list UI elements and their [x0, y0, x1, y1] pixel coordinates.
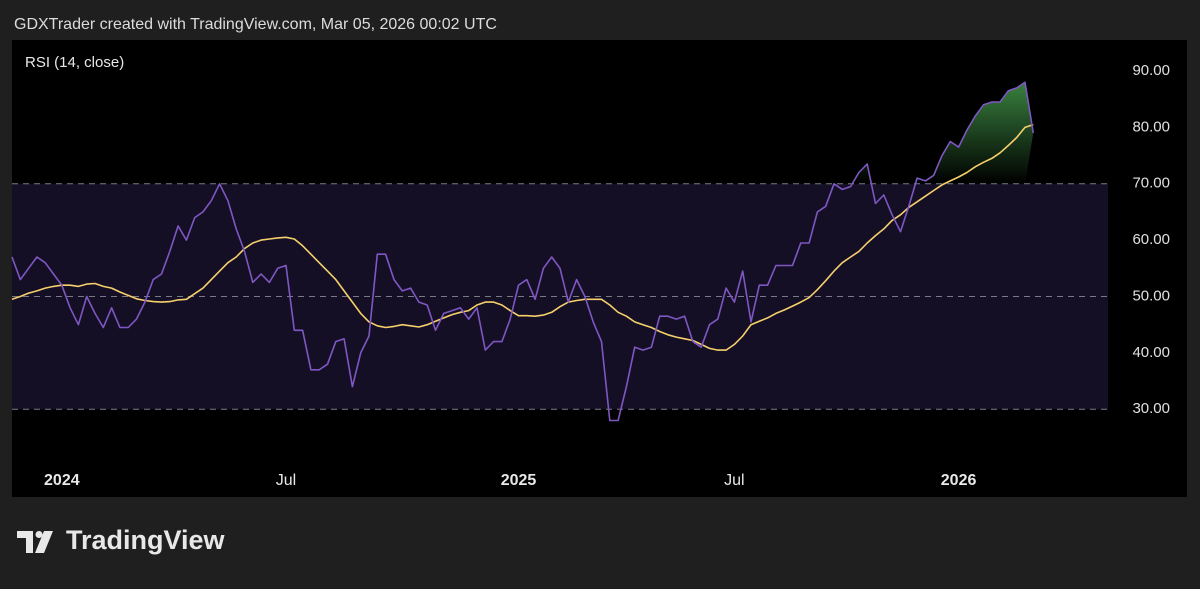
- series-line: [11, 123, 1034, 351]
- y-tick-label: 50.00: [1132, 287, 1170, 304]
- y-tick-label: 40.00: [1132, 344, 1170, 361]
- x-tick-label: 2026: [941, 472, 977, 489]
- x-tick-label: Jul: [276, 472, 296, 489]
- y-tick-label: 90.00: [1132, 62, 1170, 79]
- legend-label: RSI (14, close): [25, 54, 124, 71]
- x-tick-label: 2025: [501, 472, 537, 489]
- y-tick-label: 30.00: [1132, 400, 1170, 417]
- logo-mark: [17, 531, 33, 553]
- logo-text: TradingView: [66, 525, 226, 555]
- header-text: GDXTrader created with TradingView.com, …: [14, 16, 497, 33]
- x-tick-label: Jul: [724, 472, 744, 489]
- plot-area: 30.00 40.00 50.00 60.00 70.00 80.00 90.00 2024 J…: [11, 62, 1170, 489]
- level-band: [12, 183, 1108, 410]
- logo-mark: [35, 531, 43, 538]
- y-tick-label: 80.00: [1132, 118, 1170, 135]
- tradingview-logo: TradingView: [17, 525, 226, 555]
- y-tick-label: 60.00: [1132, 231, 1170, 248]
- series-line: [11, 81, 1035, 422]
- logo-mark: [35, 531, 53, 553]
- y-tick-label: 70.00: [1132, 175, 1170, 192]
- x-tick-label: 2024: [44, 472, 80, 489]
